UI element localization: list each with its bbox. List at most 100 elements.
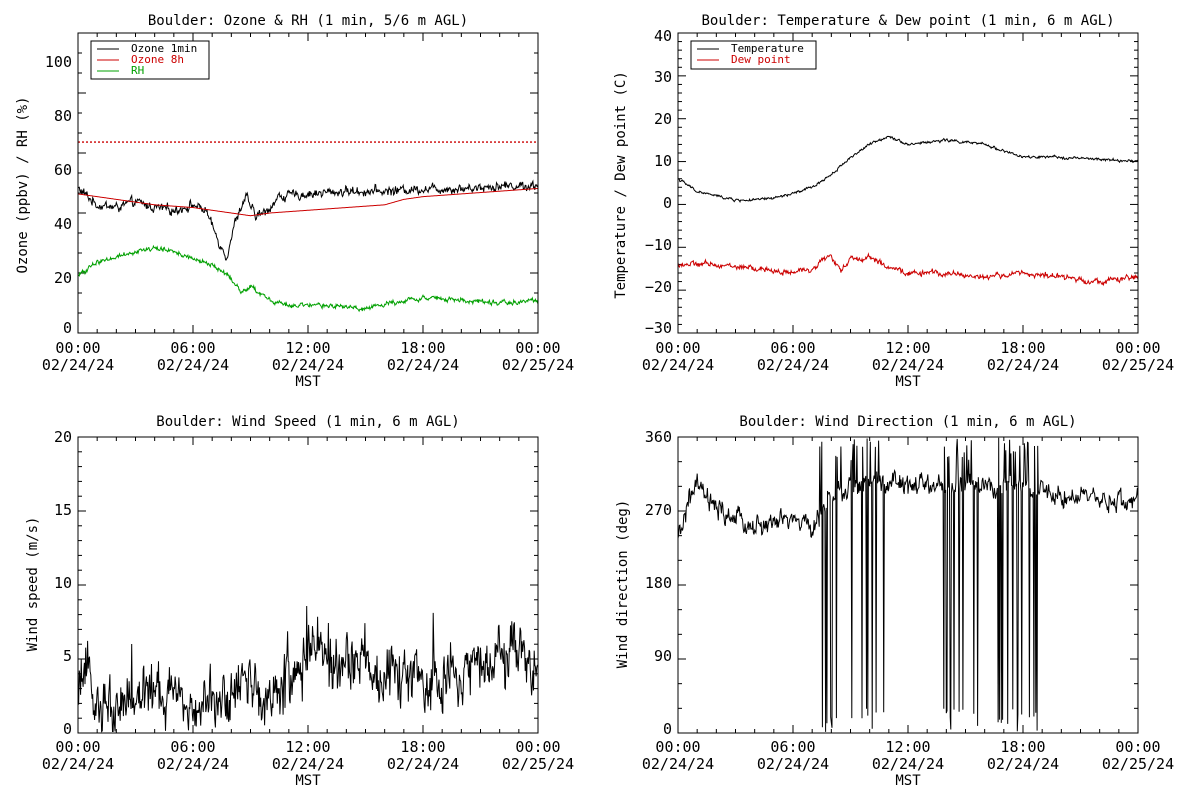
x-tick-date: 02/24/24 <box>642 356 714 374</box>
y-axis-label: Temperature / Dew point (C) <box>613 71 629 299</box>
x-tick-date: 02/24/24 <box>157 755 229 773</box>
chart-title: Boulder: Wind Speed (1 min, 6 m AGL) <box>156 414 459 430</box>
x-tick-time: 12:00 <box>885 339 930 357</box>
y-tick-label: −20 <box>645 278 672 296</box>
x-tick-date: 02/25/24 <box>1102 755 1174 773</box>
series-line-rh <box>77 244 539 313</box>
y-axis-label: Wind direction (deg) <box>615 500 631 669</box>
x-tick-labels: 00:00 02/24/24 06:00 02/24/24 12:00 02/2… <box>42 339 574 374</box>
x-tick-time: 18:00 <box>1000 738 1045 756</box>
x-tick-time: 12:00 <box>285 339 330 357</box>
panel-wind-speed: Boulder: Wind Speed (1 min, 6 m AGL) Win… <box>25 414 574 789</box>
plot-frame <box>77 32 539 334</box>
y-tick-label: 20 <box>54 428 72 446</box>
series-line-data <box>77 605 539 733</box>
legend-entry-temperature: Temperature <box>731 42 804 55</box>
x-tick-time: 12:00 <box>285 738 330 756</box>
y-tick-label: 0 <box>663 194 672 212</box>
x-tick-time: 00:00 <box>515 339 560 357</box>
y-tick-label: 60 <box>54 161 72 179</box>
series-line-dew-point <box>677 252 1139 287</box>
x-tick-time: 18:00 <box>400 738 445 756</box>
x-tick-time: 00:00 <box>655 339 700 357</box>
x-tick-time: 00:00 <box>55 339 100 357</box>
plot-frame <box>677 436 1139 734</box>
y-tick-label: 10 <box>654 152 672 170</box>
x-tick-date: 02/24/24 <box>42 356 114 374</box>
legend-entry-ozone-1min: Ozone 1min <box>131 42 197 55</box>
series-line-data <box>677 437 1139 732</box>
x-tick-time: 06:00 <box>170 339 215 357</box>
x-tick-date: 02/25/24 <box>1102 356 1174 374</box>
x-tick-date: 02/24/24 <box>387 755 459 773</box>
series-line-ozone-1min <box>77 179 539 261</box>
x-tick-date: 02/24/24 <box>987 356 1059 374</box>
x-tick-date: 02/24/24 <box>387 356 459 374</box>
x-tick-time: 12:00 <box>885 738 930 756</box>
legend: Temperature Dew point <box>690 40 817 70</box>
y-tick-label: 100 <box>45 53 72 71</box>
series-line-ozone-8h <box>77 188 538 217</box>
x-tick-date: 02/24/24 <box>157 356 229 374</box>
y-tick-labels: 0 5 10 15 20 <box>54 428 72 738</box>
panel-ozone-rh: Boulder: Ozone & RH (1 min, 5/6 m AGL) O… <box>15 13 574 390</box>
x-tick-time: 06:00 <box>770 738 815 756</box>
y-tick-label: −30 <box>645 319 672 337</box>
x-axis-label: MST <box>295 374 321 390</box>
x-tick-date: 02/25/24 <box>502 356 574 374</box>
x-tick-date: 02/24/24 <box>872 356 944 374</box>
y-tick-label: 0 <box>63 319 72 337</box>
x-tick-time: 00:00 <box>655 738 700 756</box>
x-tick-time: 00:00 <box>515 738 560 756</box>
y-axis-label: Wind speed (m/s) <box>25 517 41 652</box>
chart-title: Boulder: Ozone & RH (1 min, 5/6 m AGL) <box>148 13 468 29</box>
x-tick-labels: 00:00 02/24/24 06:00 02/24/24 12:00 02/2… <box>42 738 574 773</box>
x-tick-date: 02/24/24 <box>42 755 114 773</box>
y-tick-label: −10 <box>645 236 672 254</box>
y-tick-labels: 0 20 40 60 80 100 <box>45 53 72 337</box>
x-tick-labels: 00:00 02/24/24 06:00 02/24/24 12:00 02/2… <box>642 339 1174 374</box>
y-tick-label: 360 <box>645 428 672 446</box>
y-tick-label: 90 <box>654 647 672 665</box>
y-tick-labels: 0 90 180 270 360 <box>645 428 672 738</box>
y-tick-label: 10 <box>54 574 72 592</box>
x-tick-time: 00:00 <box>1115 738 1160 756</box>
chart-title: Boulder: Wind Direction (1 min, 6 m AGL) <box>739 414 1076 430</box>
y-tick-label: 20 <box>654 110 672 128</box>
x-tick-date: 02/24/24 <box>757 356 829 374</box>
y-tick-label: 80 <box>54 107 72 125</box>
series-line-temperature <box>678 135 1139 203</box>
y-tick-label: 0 <box>663 720 672 738</box>
legend-entry-rh: RH <box>131 64 144 77</box>
plot-frame <box>677 32 1139 334</box>
y-tick-label: 0 <box>63 720 72 738</box>
legend: Ozone 1min Ozone 8h RH <box>90 40 210 80</box>
chart-title: Boulder: Temperature & Dew point (1 min,… <box>701 13 1114 29</box>
x-tick-time: 18:00 <box>400 339 445 357</box>
y-tick-label: 5 <box>63 647 72 665</box>
plot-frame <box>77 436 539 734</box>
x-axis-label: MST <box>895 773 921 789</box>
x-tick-time: 06:00 <box>170 738 215 756</box>
x-axis-label: MST <box>895 374 921 390</box>
x-tick-date: 02/24/24 <box>642 755 714 773</box>
y-tick-label: 40 <box>54 215 72 233</box>
x-tick-date: 02/24/24 <box>272 755 344 773</box>
legend-entry-ozone-8h: Ozone 8h <box>131 53 184 66</box>
x-tick-date: 02/24/24 <box>987 755 1059 773</box>
y-tick-labels: −30 −20 −10 0 10 20 30 40 <box>645 27 672 337</box>
x-tick-date: 02/24/24 <box>272 356 344 374</box>
y-tick-label: 270 <box>645 501 672 519</box>
legend-entry-dew-point: Dew point <box>731 53 791 66</box>
y-tick-label: 30 <box>654 68 672 86</box>
x-tick-time: 06:00 <box>770 339 815 357</box>
panel-wind-direction: Boulder: Wind Direction (1 min, 6 m AGL)… <box>615 414 1174 789</box>
x-tick-date: 02/24/24 <box>757 755 829 773</box>
x-tick-date: 02/24/24 <box>872 755 944 773</box>
panel-temperature-dewpoint: Boulder: Temperature & Dew point (1 min,… <box>613 13 1174 390</box>
x-tick-labels: 00:00 02/24/24 06:00 02/24/24 12:00 02/2… <box>642 738 1174 773</box>
x-tick-date: 02/25/24 <box>502 755 574 773</box>
